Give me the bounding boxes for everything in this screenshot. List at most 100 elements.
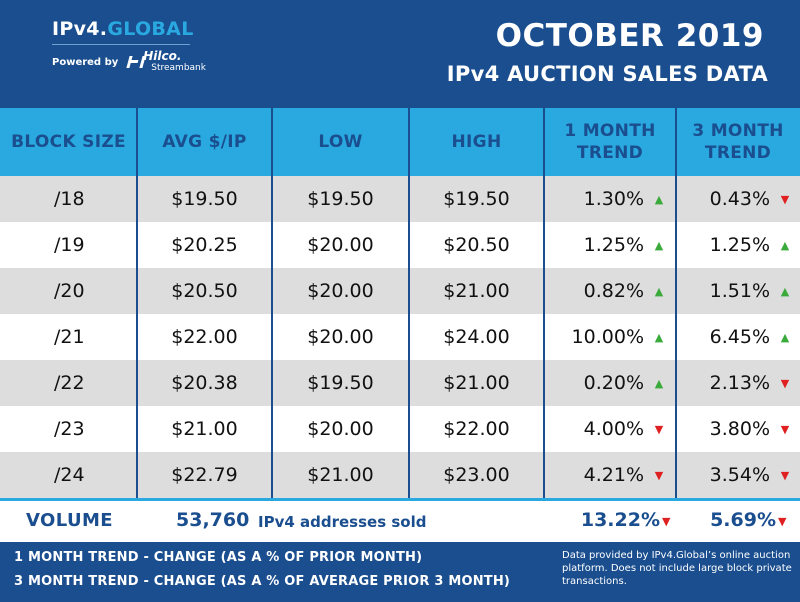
triangle-up-icon: ▲ xyxy=(780,284,790,298)
block-size-cell: /23 xyxy=(54,418,85,440)
trend-value: 0.82% xyxy=(583,280,644,302)
table-row: /22 $20.38 $19.50 $21.00 0.20% ▲ 2.13% ▼ xyxy=(0,360,800,406)
high-price-cell: $19.50 xyxy=(443,188,510,210)
trend-value: 3.80% xyxy=(709,418,770,440)
avg-price-cell: $21.00 xyxy=(171,418,238,440)
triangle-down-icon: ▼ xyxy=(654,422,664,436)
trend-value: 4.00% xyxy=(583,418,644,440)
volume-count: 53,760 xyxy=(176,509,250,531)
column-divider xyxy=(543,108,545,502)
trend-value: 2.13% xyxy=(709,372,770,394)
legend-1-month: 1 MONTH TREND - CHANGE (AS A % OF PRIOR … xyxy=(14,550,423,565)
table-row: /21 $22.00 $20.00 $24.00 10.00% ▲ 6.45% ▲ xyxy=(0,314,800,360)
volume-3-month-trend: 5.69% xyxy=(710,509,776,531)
powered-by-text: Powered by xyxy=(52,56,119,68)
triangle-down-icon: ▼ xyxy=(778,515,787,528)
triangle-up-icon: ▲ xyxy=(780,238,790,252)
col-header-high: HIGH xyxy=(451,132,502,152)
triangle-down-icon: ▼ xyxy=(780,376,790,390)
one-month-trend-cell: 4.00% ▼ xyxy=(544,406,676,452)
block-size-cell: /20 xyxy=(54,280,85,302)
title-month: OCTOBER 2019 xyxy=(495,18,764,54)
trend-value: 0.43% xyxy=(709,188,770,210)
volume-1-month-trend: 13.22% xyxy=(580,509,660,531)
logo-wordmark: IPv4.GLOBAL xyxy=(52,18,206,40)
table-row: /20 $20.50 $20.00 $21.00 0.82% ▲ 1.51% ▲ xyxy=(0,268,800,314)
col-header-avg: AVG $/IP xyxy=(162,132,247,152)
triangle-up-icon: ▲ xyxy=(654,284,664,298)
volume-text: IPv4 addresses sold xyxy=(258,513,427,531)
block-size-cell: /18 xyxy=(54,188,85,210)
table-row: /23 $21.00 $20.00 $22.00 4.00% ▼ 3.80% ▼ xyxy=(0,406,800,452)
col-header-low: LOW xyxy=(318,132,363,152)
low-price-cell: $21.00 xyxy=(307,464,374,486)
triangle-down-icon: ▼ xyxy=(654,468,664,482)
block-size-cell: /21 xyxy=(54,326,85,348)
table-header: BLOCK SIZE AVG $/IP LOW HIGH 1 MONTH TRE… xyxy=(0,108,800,176)
high-price-cell: $23.00 xyxy=(443,464,510,486)
triangle-down-icon: ▼ xyxy=(662,515,671,528)
triangle-up-icon: ▲ xyxy=(780,330,790,344)
three-month-trend-cell: 6.45% ▲ xyxy=(676,314,800,360)
trend-value: 10.00% xyxy=(571,326,644,348)
hilco-logo-text: Hilco. Streambank xyxy=(143,49,206,73)
three-month-trend-cell: 3.80% ▼ xyxy=(676,406,800,452)
one-month-trend-cell: 0.20% ▲ xyxy=(544,360,676,406)
table-row: /19 $20.25 $20.00 $20.50 1.25% ▲ 1.25% ▲ xyxy=(0,222,800,268)
triangle-up-icon: ▲ xyxy=(654,192,664,206)
low-price-cell: $20.00 xyxy=(307,418,374,440)
trend-value: 1.25% xyxy=(709,234,770,256)
hilco-sub: Streambank xyxy=(151,63,206,73)
high-price-cell: $24.00 xyxy=(443,326,510,348)
block-size-cell: /24 xyxy=(54,464,85,486)
volume-label: VOLUME xyxy=(26,510,113,531)
three-month-trend-cell: 0.43% ▼ xyxy=(676,176,800,222)
avg-price-cell: $20.50 xyxy=(171,280,238,302)
low-price-cell: $20.00 xyxy=(307,234,374,256)
trend-value: 3.54% xyxy=(709,464,770,486)
low-price-cell: $20.00 xyxy=(307,280,374,302)
three-month-trend-cell: 1.25% ▲ xyxy=(676,222,800,268)
one-month-trend-cell: 1.30% ▲ xyxy=(544,176,676,222)
footer: 1 MONTH TREND - CHANGE (AS A % OF PRIOR … xyxy=(0,542,800,602)
trend-value: 6.45% xyxy=(709,326,770,348)
high-price-cell: $20.50 xyxy=(443,234,510,256)
three-month-trend-cell: 1.51% ▲ xyxy=(676,268,800,314)
data-source-note: Data provided by IPv4.Global’s online au… xyxy=(562,550,792,587)
triangle-down-icon: ▼ xyxy=(780,468,790,482)
one-month-trend-cell: 10.00% ▲ xyxy=(544,314,676,360)
ipv4-global-logo: IPv4.GLOBAL Powered by Hilco. Streambank xyxy=(52,18,206,73)
avg-price-cell: $22.00 xyxy=(171,326,238,348)
low-price-cell: $20.00 xyxy=(307,326,374,348)
high-price-cell: $22.00 xyxy=(443,418,510,440)
table-row: /18 $19.50 $19.50 $19.50 1.30% ▲ 0.43% ▼ xyxy=(0,176,800,222)
powered-by: Powered by Hilco. Streambank xyxy=(52,49,206,73)
hilco-name: Hilco. xyxy=(143,49,182,63)
low-price-cell: $19.50 xyxy=(307,188,374,210)
triangle-down-icon: ▼ xyxy=(780,192,790,206)
low-price-cell: $19.50 xyxy=(307,372,374,394)
logo-prefix: IPv4. xyxy=(52,18,108,40)
column-divider xyxy=(675,108,677,502)
high-price-cell: $21.00 xyxy=(443,280,510,302)
logo-accent: GLOBAL xyxy=(107,18,194,40)
block-size-cell: /22 xyxy=(54,372,85,394)
column-divider xyxy=(408,108,410,502)
trend-value: 4.21% xyxy=(583,464,644,486)
avg-price-cell: $19.50 xyxy=(171,188,238,210)
triangle-up-icon: ▲ xyxy=(654,376,664,390)
one-month-trend-cell: 0.82% ▲ xyxy=(544,268,676,314)
one-month-trend-cell: 4.21% ▼ xyxy=(544,452,676,498)
trend-value: 0.20% xyxy=(583,372,644,394)
table-row: /24 $22.79 $21.00 $23.00 4.21% ▼ 3.54% ▼ xyxy=(0,452,800,498)
column-divider xyxy=(136,108,138,502)
header: IPv4.GLOBAL Powered by Hilco. Streambank… xyxy=(0,0,800,108)
triangle-up-icon: ▲ xyxy=(654,238,664,252)
three-month-trend-cell: 3.54% ▼ xyxy=(676,452,800,498)
trend-value: 1.25% xyxy=(583,234,644,256)
avg-price-cell: $20.25 xyxy=(171,234,238,256)
triangle-down-icon: ▼ xyxy=(780,422,790,436)
triangle-up-icon: ▲ xyxy=(654,330,664,344)
col-header-block-size: BLOCK SIZE xyxy=(11,132,126,152)
column-divider xyxy=(271,108,273,502)
